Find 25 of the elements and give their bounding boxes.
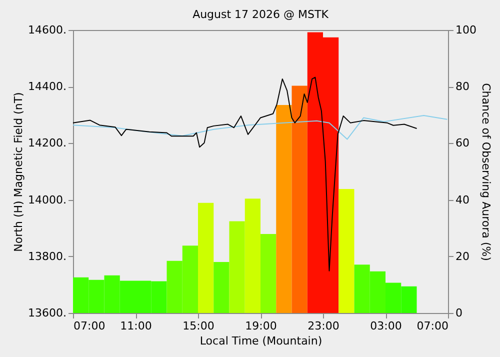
y-tick-label: 13600. — [28, 306, 66, 320]
line-series — [72, 114, 448, 140]
line-series — [72, 76, 418, 272]
x-axis-title: Local Time (Mountain) — [200, 334, 322, 348]
y2-tick-label: 40 — [456, 193, 470, 206]
y2-tick-label: 100 — [456, 24, 476, 36]
x-tick-label: 23:00 — [308, 320, 340, 332]
x-tick-label: 03:00 — [370, 320, 402, 332]
x-tick-label: 15:00 — [182, 320, 214, 332]
y2-tick-label: 60 — [456, 136, 470, 150]
chart-title: August 17 2026 @ MSTK — [192, 8, 330, 21]
y-tick-label: 14400. — [28, 80, 66, 94]
y2-tick-label: 0 — [456, 306, 462, 320]
y2-tick-label: 80 — [456, 80, 470, 94]
y-tick-label: 14200. — [28, 136, 66, 150]
y-axis-title: North (H) Magnetic Field (nT) — [12, 92, 26, 252]
x-tick-label: 11:00 — [120, 320, 152, 332]
x-tick-label: 07:00 — [416, 320, 448, 332]
x-tick-label: 07:00 — [74, 320, 106, 332]
x-tick-label: 19:00 — [245, 320, 277, 332]
y2-tick-label: 20 — [456, 250, 470, 263]
y-tick-label: 13800. — [28, 250, 66, 263]
y-tick-label: 14600. — [28, 24, 66, 36]
y2-axis-title: Chance of Observing Aurora (%) — [479, 83, 492, 261]
y-tick-label: 14000. — [28, 193, 66, 206]
